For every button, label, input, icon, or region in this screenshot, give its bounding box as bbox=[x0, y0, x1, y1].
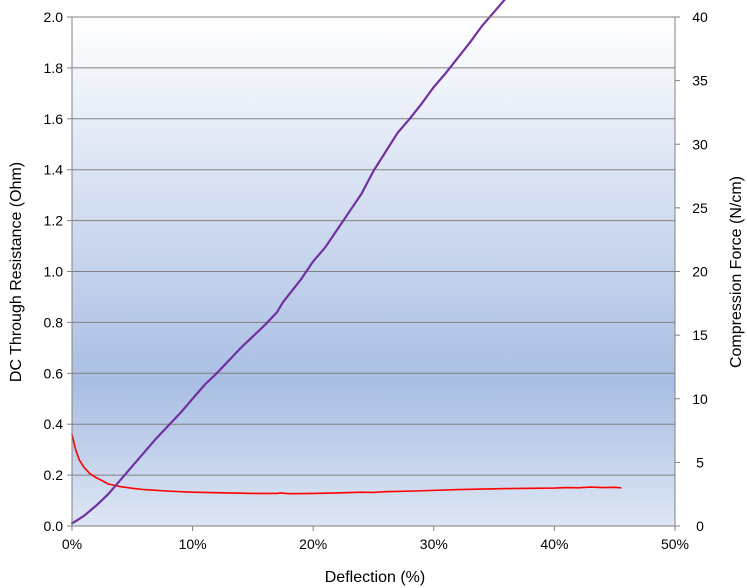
x-tick-label: 30% bbox=[420, 536, 448, 552]
y-right-tick-label: 15 bbox=[692, 327, 708, 343]
x-tick-label: 50% bbox=[661, 536, 689, 552]
x-tick-label: 20% bbox=[299, 536, 327, 552]
x-axis-title: Deflection (%) bbox=[325, 569, 425, 586]
y-left-tick-label: 0.0 bbox=[44, 518, 64, 534]
y-right-tick-label: 35 bbox=[692, 73, 708, 89]
x-tick-label: 40% bbox=[540, 536, 568, 552]
y-right-tick-label: 25 bbox=[692, 200, 708, 216]
x-tick-label: 0% bbox=[62, 536, 82, 552]
y-left-tick-label: 0.2 bbox=[44, 467, 64, 483]
y-left-tick-label: 1.0 bbox=[44, 264, 64, 280]
y-right-tick-label: 10 bbox=[692, 391, 708, 407]
y-right-tick-label: 40 bbox=[692, 9, 708, 25]
axes: 0% 10% 20% 30% 40% 50% 0.0 0.2 0.4 0.6 0.8 1.0 1.2 1.… bbox=[44, 9, 708, 552]
y-left-tick-label: 1.4 bbox=[44, 162, 64, 178]
series-layer bbox=[70, 0, 622, 525]
y-left-tick-label: 2.0 bbox=[44, 9, 64, 25]
y-left-tick-label: 0.4 bbox=[44, 416, 64, 432]
y-left-tick-label: 1.6 bbox=[44, 111, 64, 127]
x-tick-label: 10% bbox=[179, 536, 207, 552]
y-left-tick-label: 1.2 bbox=[44, 213, 64, 229]
y-right-axis-title: Compression Force (N/cm) bbox=[728, 176, 745, 368]
y-left-axis-title: DC Through Resistance (Ohm) bbox=[8, 162, 25, 382]
series-line-2 bbox=[70, 0, 506, 525]
y-right-tick-label: 20 bbox=[692, 264, 708, 280]
y-left-tick-label: 1.8 bbox=[44, 60, 64, 76]
y-right-tick-label: 5 bbox=[696, 454, 704, 470]
y-left-tick-label: 0.8 bbox=[44, 314, 64, 330]
y-right-tick-label: 30 bbox=[692, 136, 708, 152]
y-left-tick-label: 0.6 bbox=[44, 365, 64, 381]
series-line-1 bbox=[71, 433, 622, 495]
y-right-tick-label: 0 bbox=[696, 518, 704, 534]
